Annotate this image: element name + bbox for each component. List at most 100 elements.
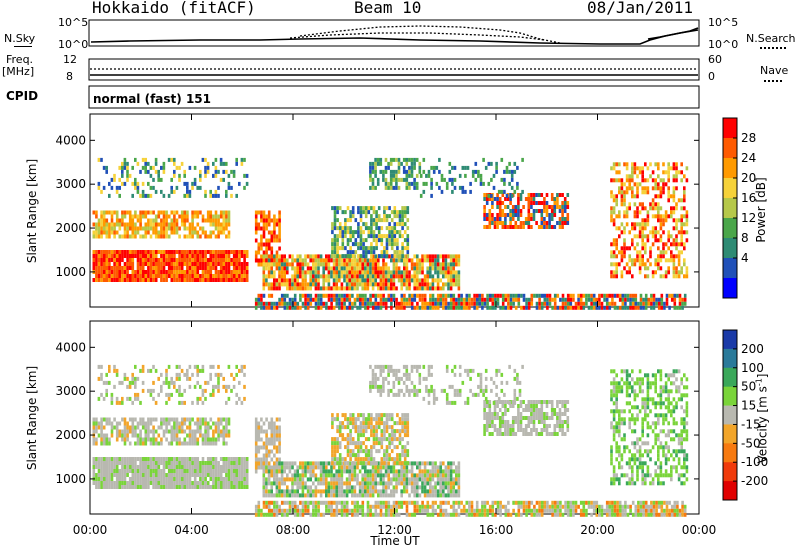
range-cell [336,234,339,239]
range-cell [180,392,184,397]
range-cell [345,278,349,283]
range-cell [361,293,365,298]
range-cell [361,278,364,283]
range-cell [265,429,268,434]
range-cell [154,461,158,465]
range-cell [196,234,200,239]
range-cell [416,254,419,259]
range-cell [243,262,246,266]
range-cell [338,461,342,466]
range-cell [196,469,200,473]
range-cell [341,234,345,239]
range-cell [340,493,344,498]
range-cell [359,425,363,430]
range-cell [370,222,373,227]
range-cell [683,293,687,298]
range-cell [317,461,320,466]
range-cell [436,465,440,470]
range-cell [97,421,101,426]
range-cell [370,413,373,418]
range-cell [139,266,142,270]
range-cell [400,297,404,302]
range-cell [304,286,307,291]
range-cell [95,214,98,219]
range-cell [131,214,135,219]
range-cell [254,441,258,446]
range-cell [351,453,355,458]
range-cell [227,473,231,477]
range-cell [312,481,315,486]
range-cell [235,254,239,258]
range-cell [631,170,634,175]
range-cell [260,445,263,450]
range-cell [374,293,378,298]
range-cell [436,286,440,291]
range-cell [136,469,140,473]
range-cell [405,161,409,166]
range-cell [157,469,161,473]
range-cell [333,206,337,211]
range-cell [504,217,507,221]
range-cell [214,274,218,278]
range-cell [113,230,116,235]
range-cell [452,262,455,267]
range-cell [134,210,137,215]
range-cell [275,473,279,478]
range-cell [262,489,266,494]
range-cell [395,274,398,279]
range-cell [196,278,200,282]
range-cell [92,278,96,282]
range-cell [430,193,433,198]
range-cell [322,469,325,474]
range-cell [455,297,458,302]
range-cell [100,417,103,422]
range-cell [346,449,350,454]
range-cell [95,210,98,215]
range-cell [126,161,129,166]
range-cell [371,266,375,271]
range-cell [254,230,258,235]
range-cell [649,250,652,255]
range-cell [178,173,181,178]
range-cell [625,214,629,219]
range-cell [173,465,176,469]
range-cell [392,489,396,494]
range-cell [115,230,119,235]
range-cell [501,213,505,217]
range-cell [390,286,393,291]
range-cell [491,301,495,306]
range-cell [374,301,378,306]
range-cell [413,266,416,271]
range-cell [238,368,241,373]
range-cell [152,177,155,182]
range-cell [561,217,564,221]
range-cell [442,254,445,259]
range-cell [410,469,414,474]
range-cell [100,258,103,262]
range-cell [100,457,103,461]
range-cell [267,453,271,458]
range-cell [408,481,411,486]
range-cell [343,465,346,470]
range-cell [301,270,305,275]
range-cell [338,305,341,310]
range-cell [553,209,557,213]
range-cell [670,242,673,247]
range-cell [421,278,424,283]
range-cell [273,270,276,275]
range-cell [633,258,637,263]
range-cell [157,274,161,278]
range-cell [128,461,132,465]
range-cell [193,274,197,278]
range-cell [293,297,297,302]
range-cell [204,380,207,385]
range-cell [410,293,414,298]
range-cell [222,262,226,266]
range-cell [369,477,372,482]
range-cell [165,376,168,381]
range-cell [121,461,124,465]
range-cell [577,305,580,310]
range-cell [180,421,184,426]
range-cell [625,166,629,171]
range-cell [270,417,274,422]
